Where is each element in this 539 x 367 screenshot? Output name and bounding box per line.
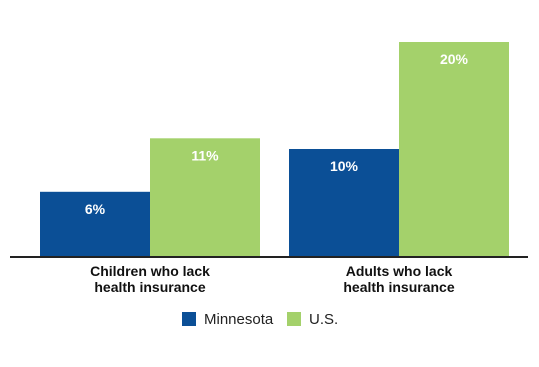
category-labels-group: Children who lack health insurance Adults …	[90, 263, 455, 295]
bars-group	[40, 42, 509, 256]
legend-label: U.S.	[309, 311, 338, 328]
category-label: Adults who lack health insurance	[343, 263, 454, 295]
bar-labels-group: 6% 11% 10% 20%	[85, 51, 469, 217]
legend-swatch	[182, 312, 196, 326]
category-label: Children who lack health insurance	[90, 263, 210, 295]
bar-value-label: 20%	[440, 51, 469, 67]
bar-value-label: 6%	[85, 201, 106, 217]
bar-u-s-1	[150, 138, 260, 256]
legend-swatch	[287, 312, 301, 326]
legend-label: Minnesota	[204, 311, 274, 328]
bar-value-label: 11%	[191, 147, 219, 163]
bar-value-label: 10%	[330, 158, 359, 174]
legend: Minnesota U.S.	[182, 311, 338, 328]
bar-minnesota-1	[40, 191, 150, 256]
bar-u-s-2	[399, 42, 509, 256]
bar-minnesota-2	[289, 149, 399, 256]
